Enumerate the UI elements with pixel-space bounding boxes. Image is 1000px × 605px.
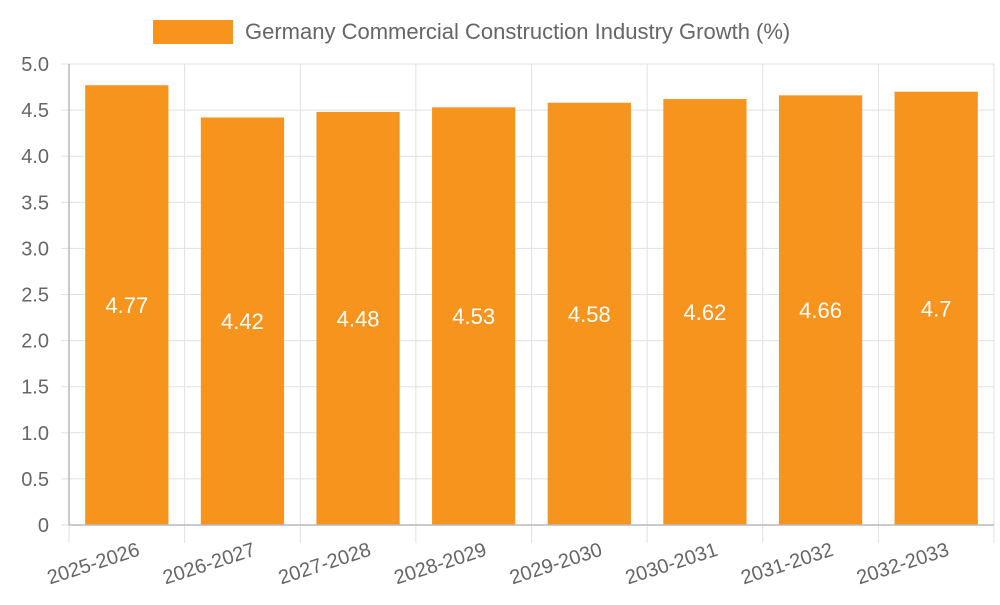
y-axis: 0 0.5 1.0 1.5 2.0 2.5 3.0 3.5 4.0 4.5 5.0 <box>21 54 70 537</box>
bar-2026-2027[interactable] <box>200 117 285 525</box>
legend[interactable]: Germany Commercial Construction Industry… <box>153 19 790 44</box>
x-tick-label-2030-2031: 2030-2031 <box>623 539 721 589</box>
y-tick-label: 2.5 <box>21 285 49 307</box>
bar-2030-2031[interactable] <box>663 99 747 525</box>
bar-2032-2033[interactable] <box>894 91 978 525</box>
data-label-2028-2029: 4.53 <box>452 304 495 329</box>
legend-swatch[interactable] <box>153 20 233 44</box>
data-label-2031-2032: 4.66 <box>799 298 842 323</box>
data-label-2030-2031: 4.62 <box>684 300 727 325</box>
x-tick-label-2031-2032: 2031-2032 <box>738 539 836 589</box>
x-tick-label-2029-2030: 2029-2030 <box>507 539 605 589</box>
y-tick-label: 0.5 <box>21 469 49 491</box>
x-tick-label-2025-2026: 2025-2026 <box>45 539 143 589</box>
x-tick-label-2028-2029: 2028-2029 <box>391 539 489 589</box>
x-axis: 2025-2026 2026-2027 2027-2028 2028-2029 2029… <box>45 524 994 589</box>
bar-2031-2032[interactable] <box>778 95 863 526</box>
y-tick-label: 1.5 <box>21 377 49 399</box>
y-tick-label: 3.0 <box>21 238 49 260</box>
data-labels-layer: 4.77 4.42 4.48 4.53 4.58 4.62 4.66 4.7 <box>105 293 951 334</box>
data-label-2032-2033: 4.7 <box>921 296 952 321</box>
y-tick-label: 4.5 <box>21 100 49 122</box>
bar-2029-2030[interactable] <box>547 102 631 525</box>
y-tick-label: 2.0 <box>21 331 49 353</box>
y-tick-label: 4.0 <box>21 146 49 168</box>
bar-2028-2029[interactable] <box>432 107 516 526</box>
data-label-2027-2028: 4.48 <box>337 306 380 331</box>
data-label-2025-2026: 4.77 <box>105 293 148 318</box>
bar-2027-2028[interactable] <box>316 111 400 525</box>
x-tick-label-2027-2028: 2027-2028 <box>276 539 374 589</box>
y-tick-label: 1.0 <box>21 423 49 445</box>
data-label-2029-2030: 4.58 <box>568 302 611 327</box>
y-tick-label: 0 <box>38 515 49 537</box>
legend-label[interactable]: Germany Commercial Construction Industry… <box>245 19 790 44</box>
y-tick-label: 5.0 <box>21 54 49 76</box>
x-tick-label-2032-2033: 2032-2033 <box>854 539 952 589</box>
bar-2025-2026[interactable] <box>85 85 169 526</box>
x-tick-label-2026-2027: 2026-2027 <box>160 539 258 589</box>
data-label-2026-2027: 4.42 <box>221 309 264 334</box>
y-tick-label: 3.5 <box>21 192 49 214</box>
bars-layer <box>85 85 978 526</box>
